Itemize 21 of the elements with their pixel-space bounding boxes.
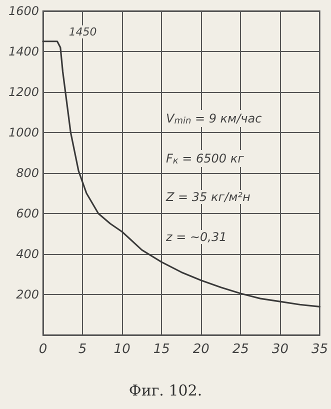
x-tick-label: 15: [153, 342, 170, 357]
y-tick-label: 400: [16, 247, 40, 261]
y-tick-label: 600: [16, 206, 40, 220]
x-tick-label: 0: [38, 342, 48, 357]
x-tick-label: 10: [114, 342, 130, 357]
annotation: 1450: [68, 25, 97, 38]
y-tick-label: 1000: [8, 126, 40, 140]
x-tick-label: 25: [232, 342, 249, 357]
line-series: [42, 40, 321, 308]
y-tick-label: 1200: [8, 85, 40, 99]
y-tick-label: 800: [16, 166, 40, 180]
annotation: Z = 35 кг/м²н: [165, 190, 250, 204]
x-tick-label: 30: [272, 342, 288, 357]
annotation: z = ~0,31: [165, 230, 227, 244]
x-tick-label: 5: [78, 342, 87, 357]
x-tick-label: 35: [311, 342, 328, 357]
y-tick-label: 1600: [8, 4, 40, 18]
x-tick-label: 20: [192, 342, 210, 357]
y-tick-label: 200: [16, 288, 40, 302]
y-tick-label: 1400: [8, 44, 40, 58]
text: Фиг. 102.: [128, 382, 202, 400]
